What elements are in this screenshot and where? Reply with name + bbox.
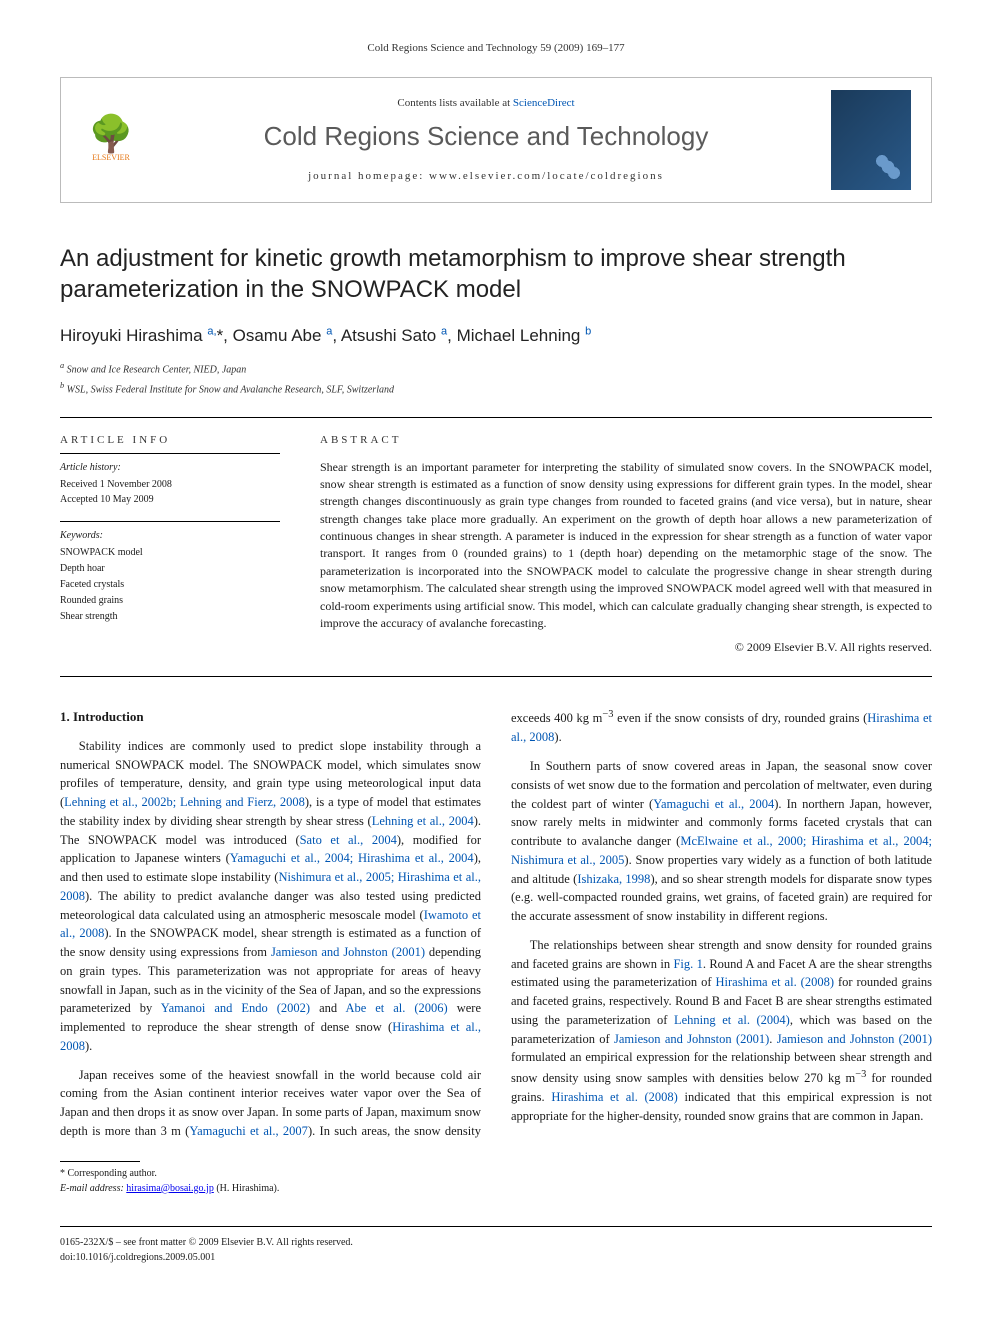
citation-link[interactable]: Yamaguchi et al., 2007 bbox=[189, 1124, 308, 1138]
doi-line: doi:10.1016/j.coldregions.2009.05.001 bbox=[60, 1250, 353, 1265]
figure-link[interactable]: Fig. 1 bbox=[673, 957, 702, 971]
article-info-column: ARTICLE INFO Article history: Received 1… bbox=[60, 432, 280, 656]
keywords-list: SNOWPACK model Depth hoar Faceted crysta… bbox=[60, 545, 280, 624]
keyword: SNOWPACK model bbox=[60, 545, 280, 560]
citation-link[interactable]: Lehning et al. (2004) bbox=[674, 1013, 790, 1027]
journal-cover-thumbnail bbox=[831, 90, 911, 190]
affiliation-b: b WSL, Swiss Federal Institute for Snow … bbox=[60, 380, 932, 397]
abstract-heading: ABSTRACT bbox=[320, 432, 932, 449]
article-title: An adjustment for kinetic growth metamor… bbox=[60, 243, 932, 305]
citation-link[interactable]: Jamieson and Johnston (2001) bbox=[271, 945, 425, 959]
keyword: Depth hoar bbox=[60, 561, 280, 576]
citation-link[interactable]: Jamieson and Johnston (2001) bbox=[777, 1032, 932, 1046]
corresponding-author-block: * Corresponding author. E-mail address: … bbox=[60, 1161, 932, 1196]
journal-homepage: journal homepage: www.elsevier.com/locat… bbox=[161, 168, 811, 185]
contents-available-line: Contents lists available at ScienceDirec… bbox=[161, 95, 811, 112]
contents-prefix: Contents lists available at bbox=[397, 97, 512, 109]
running-head: Cold Regions Science and Technology 59 (… bbox=[60, 40, 932, 57]
citation-link[interactable]: Ishizaka, 1998 bbox=[577, 872, 650, 886]
body-paragraph: The relationships between shear strength… bbox=[511, 936, 932, 1126]
section-heading-introduction: 1. Introduction bbox=[60, 707, 481, 727]
citation-link[interactable]: Lehning et al., 2004 bbox=[372, 814, 474, 828]
email-label: E-mail address: bbox=[60, 1183, 124, 1194]
accepted-date: Accepted 10 May 2009 bbox=[60, 492, 280, 507]
citation-link[interactable]: Abe et al. (2006) bbox=[345, 1001, 447, 1015]
corresponding-name: (H. Hirashima). bbox=[216, 1183, 279, 1194]
body-paragraph: In Southern parts of snow covered areas … bbox=[511, 757, 932, 926]
abstract-text: Shear strength is an important parameter… bbox=[320, 459, 932, 633]
citation-link[interactable]: Hirashima et al. (2008) bbox=[551, 1090, 678, 1104]
issn-copyright-line: 0165-232X/$ – see front matter © 2009 El… bbox=[60, 1235, 353, 1250]
journal-name: Cold Regions Science and Technology bbox=[161, 117, 811, 156]
citation-link[interactable]: Hirashima et al. (2008) bbox=[716, 975, 834, 989]
affiliation-a: a Snow and Ice Research Center, NIED, Ja… bbox=[60, 360, 932, 377]
abstract-column: ABSTRACT Shear strength is an important … bbox=[320, 432, 932, 656]
affiliations: a Snow and Ice Research Center, NIED, Ja… bbox=[60, 360, 932, 397]
citation-link[interactable]: Sato et al., 2004 bbox=[300, 833, 397, 847]
citation-link[interactable]: Yamaguchi et al., 2004 bbox=[653, 797, 774, 811]
body-two-column: 1. Introduction Stability indices are co… bbox=[60, 707, 932, 1140]
citation-link[interactable]: Lehning et al., 2002b; Lehning and Fierz… bbox=[64, 795, 305, 809]
article-history-label: Article history: bbox=[60, 460, 280, 475]
citation-link[interactable]: Yamaguchi et al., 2004; Hirashima et al.… bbox=[230, 851, 474, 865]
citation-link[interactable]: Hirashima et al., 2008 bbox=[511, 712, 932, 745]
elsevier-tree-icon: 🌳 bbox=[89, 116, 134, 152]
received-date: Received 1 November 2008 bbox=[60, 477, 280, 492]
publisher-name: ELSEVIER bbox=[92, 152, 130, 164]
citation-link[interactable]: Iwamoto et al., 2008 bbox=[60, 908, 481, 941]
corresponding-email-link[interactable]: hirasima@bosai.go.jp bbox=[126, 1183, 214, 1194]
corresponding-author-label: * Corresponding author. bbox=[60, 1166, 932, 1181]
article-info-heading: ARTICLE INFO bbox=[60, 432, 280, 449]
citation-link[interactable]: McElwaine et al., 2000; Hirashima et al.… bbox=[511, 834, 932, 867]
citation-link[interactable]: Yamanoi and Endo (2002) bbox=[161, 1001, 310, 1015]
keywords-label: Keywords: bbox=[60, 528, 280, 543]
body-paragraph: Stability indices are commonly used to p… bbox=[60, 737, 481, 1056]
masthead-box: 🌳 ELSEVIER Contents lists available at S… bbox=[60, 77, 932, 203]
author-list: Hiroyuki Hirashima a,*, Osamu Abe a, Ats… bbox=[60, 323, 932, 349]
abstract-copyright: © 2009 Elsevier B.V. All rights reserved… bbox=[320, 638, 932, 656]
keyword: Rounded grains bbox=[60, 593, 280, 608]
citation-link[interactable]: Nishimura et al., 2005; Hirashima et al.… bbox=[60, 870, 481, 903]
citation-link[interactable]: Hirashima et al., 2008 bbox=[60, 1020, 481, 1053]
sciencedirect-link[interactable]: ScienceDirect bbox=[513, 97, 575, 109]
page-footer: 0165-232X/$ – see front matter © 2009 El… bbox=[60, 1226, 932, 1265]
keyword: Shear strength bbox=[60, 609, 280, 624]
elsevier-logo: 🌳 ELSEVIER bbox=[81, 105, 141, 175]
keyword: Faceted crystals bbox=[60, 577, 280, 592]
citation-link[interactable]: Jamieson and Johnston (2001) bbox=[614, 1032, 769, 1046]
